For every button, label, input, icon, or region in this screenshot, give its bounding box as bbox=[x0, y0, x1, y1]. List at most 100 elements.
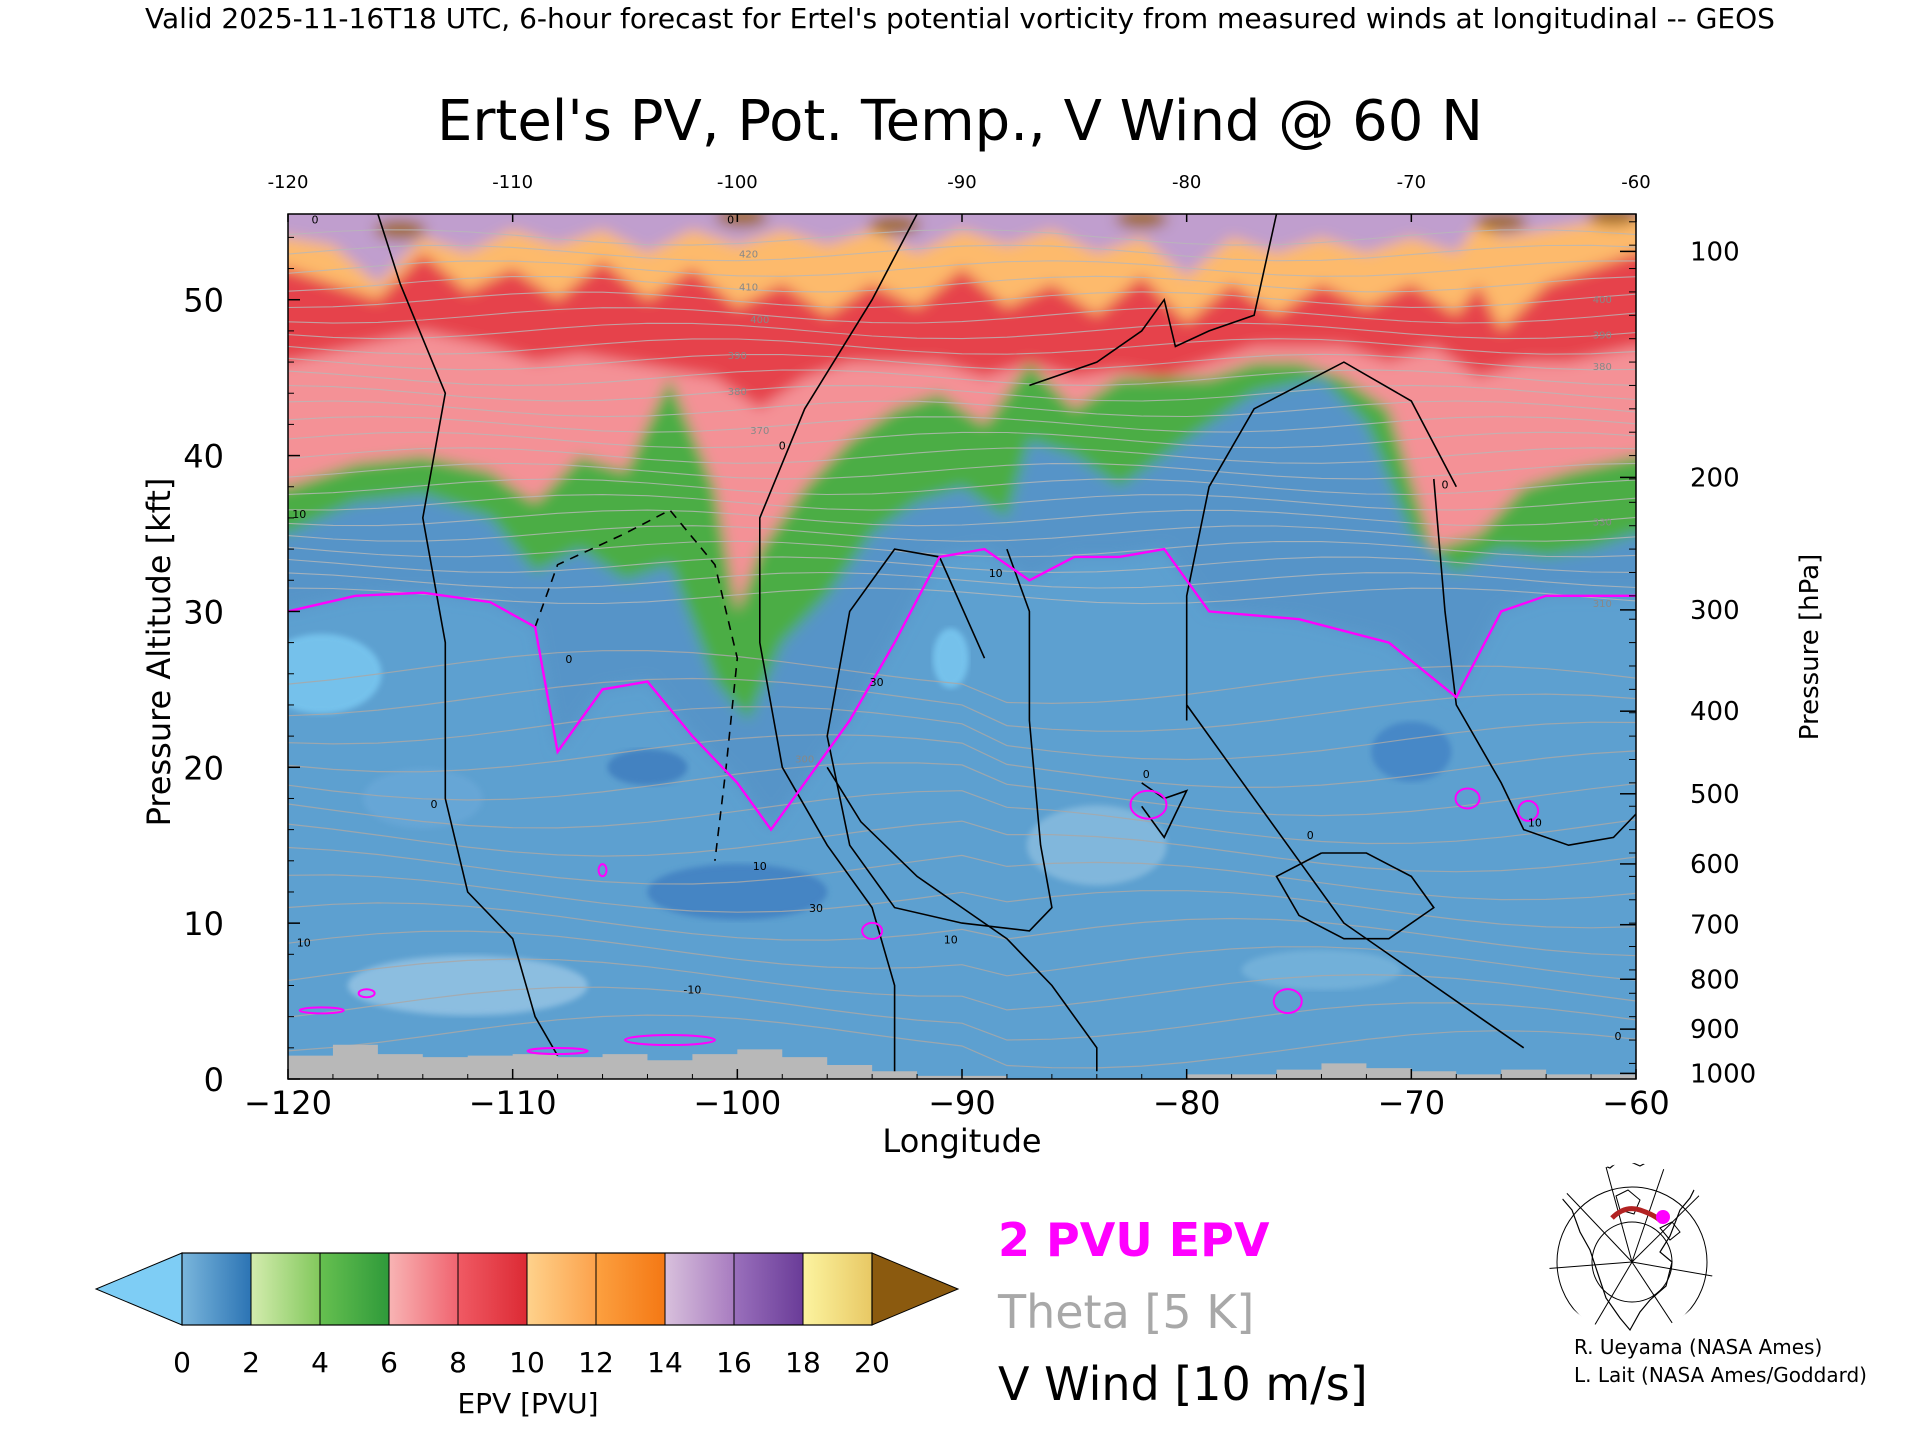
v-wind-contour-6 bbox=[1185, 361, 1458, 721]
colorbar-bin-5 bbox=[527, 1253, 596, 1325]
x-tick-label: −90 bbox=[928, 1084, 996, 1122]
pressure-tick-label: 400 bbox=[1690, 697, 1740, 727]
theta-line bbox=[288, 649, 1636, 705]
colorbar-bin-1 bbox=[251, 1253, 320, 1325]
legend-vwind: V Wind [10 m/s] bbox=[998, 1357, 1368, 1411]
credit-1: R. Ueyama (NASA Ames) bbox=[1574, 1335, 1822, 1359]
theta-line bbox=[288, 431, 1636, 449]
theta-line bbox=[288, 462, 1636, 480]
x-top-tick-label: -120 bbox=[268, 172, 309, 193]
pv-peak-3 bbox=[1115, 214, 1168, 229]
theta-line bbox=[288, 322, 1636, 340]
theta-line bbox=[288, 762, 1636, 817]
contour-label-9: 0 bbox=[1442, 478, 1449, 491]
pv-layer-purple bbox=[288, 214, 1636, 285]
pv2-isoline-island-7 bbox=[1454, 787, 1481, 810]
colorbar-tick-label: 6 bbox=[380, 1346, 398, 1379]
y-tick-label: 10 bbox=[183, 905, 224, 943]
pressure-axis: 100 200 300 400 500 600 700 800 900 1000 bbox=[1620, 221, 1756, 1089]
contour-label-10: 10 bbox=[753, 860, 767, 873]
v-wind-contours bbox=[377, 214, 1636, 1072]
colorbar-tick-label: 16 bbox=[716, 1346, 752, 1379]
theta-label-11: 310 bbox=[1593, 599, 1612, 610]
pressure-tick-label: 900 bbox=[1690, 1015, 1740, 1045]
v-wind-contour-4 bbox=[826, 548, 1053, 932]
pv-peak-4 bbox=[1475, 214, 1528, 232]
colorbar-tick-label: 2 bbox=[242, 1346, 260, 1379]
theta-line bbox=[288, 260, 1636, 277]
theta-line bbox=[288, 494, 1636, 511]
inset-map-projection bbox=[1547, 1163, 1717, 1333]
pressure-tick-label: 500 bbox=[1690, 780, 1740, 810]
theta-line bbox=[288, 306, 1636, 324]
pv2-isoline-island-9 bbox=[1129, 789, 1168, 820]
contour-label-7: 0 bbox=[1143, 768, 1150, 781]
pv-peak-1 bbox=[715, 214, 768, 228]
pv-texture-blob-5 bbox=[1241, 949, 1402, 990]
colorbar-bin-7 bbox=[665, 1253, 734, 1325]
v-wind-contour-0 bbox=[377, 214, 559, 1057]
pv2-isoline bbox=[288, 547, 1636, 1055]
y-axis-label: Pressure Altitude [kft] bbox=[140, 478, 178, 827]
v-wind-contour-8 bbox=[1433, 478, 1636, 847]
pv2-isoline-island-3 bbox=[526, 1046, 589, 1055]
theta-line bbox=[288, 1014, 1636, 1069]
theta-line bbox=[288, 447, 1636, 464]
credit-2: L. Lait (NASA Ames/Goddard) bbox=[1574, 1363, 1867, 1387]
theta-line bbox=[288, 677, 1636, 732]
colorbar-bin-6 bbox=[596, 1253, 665, 1325]
x-tick-label: −70 bbox=[1378, 1084, 1446, 1122]
inset-location-marker bbox=[1656, 1210, 1670, 1224]
colorbar-tick-label: 4 bbox=[311, 1346, 329, 1379]
contour-label-2: 10 bbox=[292, 508, 306, 521]
pv2-isoline-path bbox=[288, 547, 1636, 832]
v-wind-contour-2 bbox=[759, 214, 918, 1072]
colorbar-bin-9 bbox=[803, 1253, 872, 1325]
theta-line bbox=[288, 384, 1636, 402]
colorbar-tick-label: 8 bbox=[449, 1346, 467, 1379]
y-tick-label: 20 bbox=[183, 749, 224, 787]
y-tick-label: 50 bbox=[183, 282, 224, 320]
pv2-isoline-island-0 bbox=[298, 1006, 345, 1015]
inset-map bbox=[1547, 1163, 1717, 1333]
contour-label-15: 10 bbox=[297, 937, 311, 950]
theta-line bbox=[288, 369, 1636, 386]
theta-line bbox=[288, 509, 1636, 527]
v-wind-contour-7 bbox=[1186, 704, 1525, 1049]
theta-line bbox=[288, 986, 1636, 1041]
theta-line bbox=[288, 930, 1636, 981]
pressure-tick-label: 800 bbox=[1690, 965, 1740, 995]
contour-label-4: 0 bbox=[565, 653, 572, 666]
contour-label-17: 30 bbox=[870, 676, 884, 689]
theta-label-9: 400 bbox=[1593, 295, 1612, 306]
colorbar-tick-label: 0 bbox=[173, 1346, 191, 1379]
chart-title: Ertel's PV, Pot. Temp., V Wind @ 60 N bbox=[437, 89, 1483, 154]
theta-label-3: 390 bbox=[728, 351, 747, 362]
v-wind-contour-1 bbox=[534, 509, 739, 861]
theta-label-4: 380 bbox=[728, 387, 747, 398]
pv-texture-blob-3 bbox=[647, 863, 828, 920]
x-tick-label: −80 bbox=[1153, 1084, 1221, 1122]
colorbar-tick-label: 10 bbox=[509, 1346, 545, 1379]
v-wind-contour-3 bbox=[826, 766, 1098, 1072]
plot-area: 0 0 10 0 0 0 10 0 0 0 10 30 10 10 0 10 -10 30 420 410 400 39… bbox=[288, 213, 1636, 1079]
contour-label-11: 30 bbox=[809, 902, 823, 915]
theta-line bbox=[288, 229, 1636, 246]
pv-texture-blob-2 bbox=[347, 955, 588, 1016]
pv-peak-2 bbox=[868, 214, 921, 235]
theta-line bbox=[288, 820, 1636, 873]
theta-label-6: 300 bbox=[795, 755, 814, 766]
colorbar-bin-0 bbox=[182, 1253, 251, 1325]
theta-label-1: 410 bbox=[739, 282, 758, 293]
theta-line bbox=[288, 525, 1636, 542]
contour-label-0: 0 bbox=[311, 213, 318, 226]
pressure-tick-label: 100 bbox=[1690, 237, 1740, 267]
pressure-tick-label: 200 bbox=[1690, 463, 1740, 493]
x-tick-label: −60 bbox=[1602, 1084, 1670, 1122]
contour-label-12: 10 bbox=[944, 933, 958, 946]
legend-pvu: 2 PVU EPV bbox=[998, 1213, 1270, 1267]
pv2-isoline-island-1 bbox=[357, 988, 376, 999]
pressure-axis-label: Pressure [hPa] bbox=[1795, 554, 1825, 741]
v-wind-contour-5 bbox=[1029, 214, 1278, 387]
